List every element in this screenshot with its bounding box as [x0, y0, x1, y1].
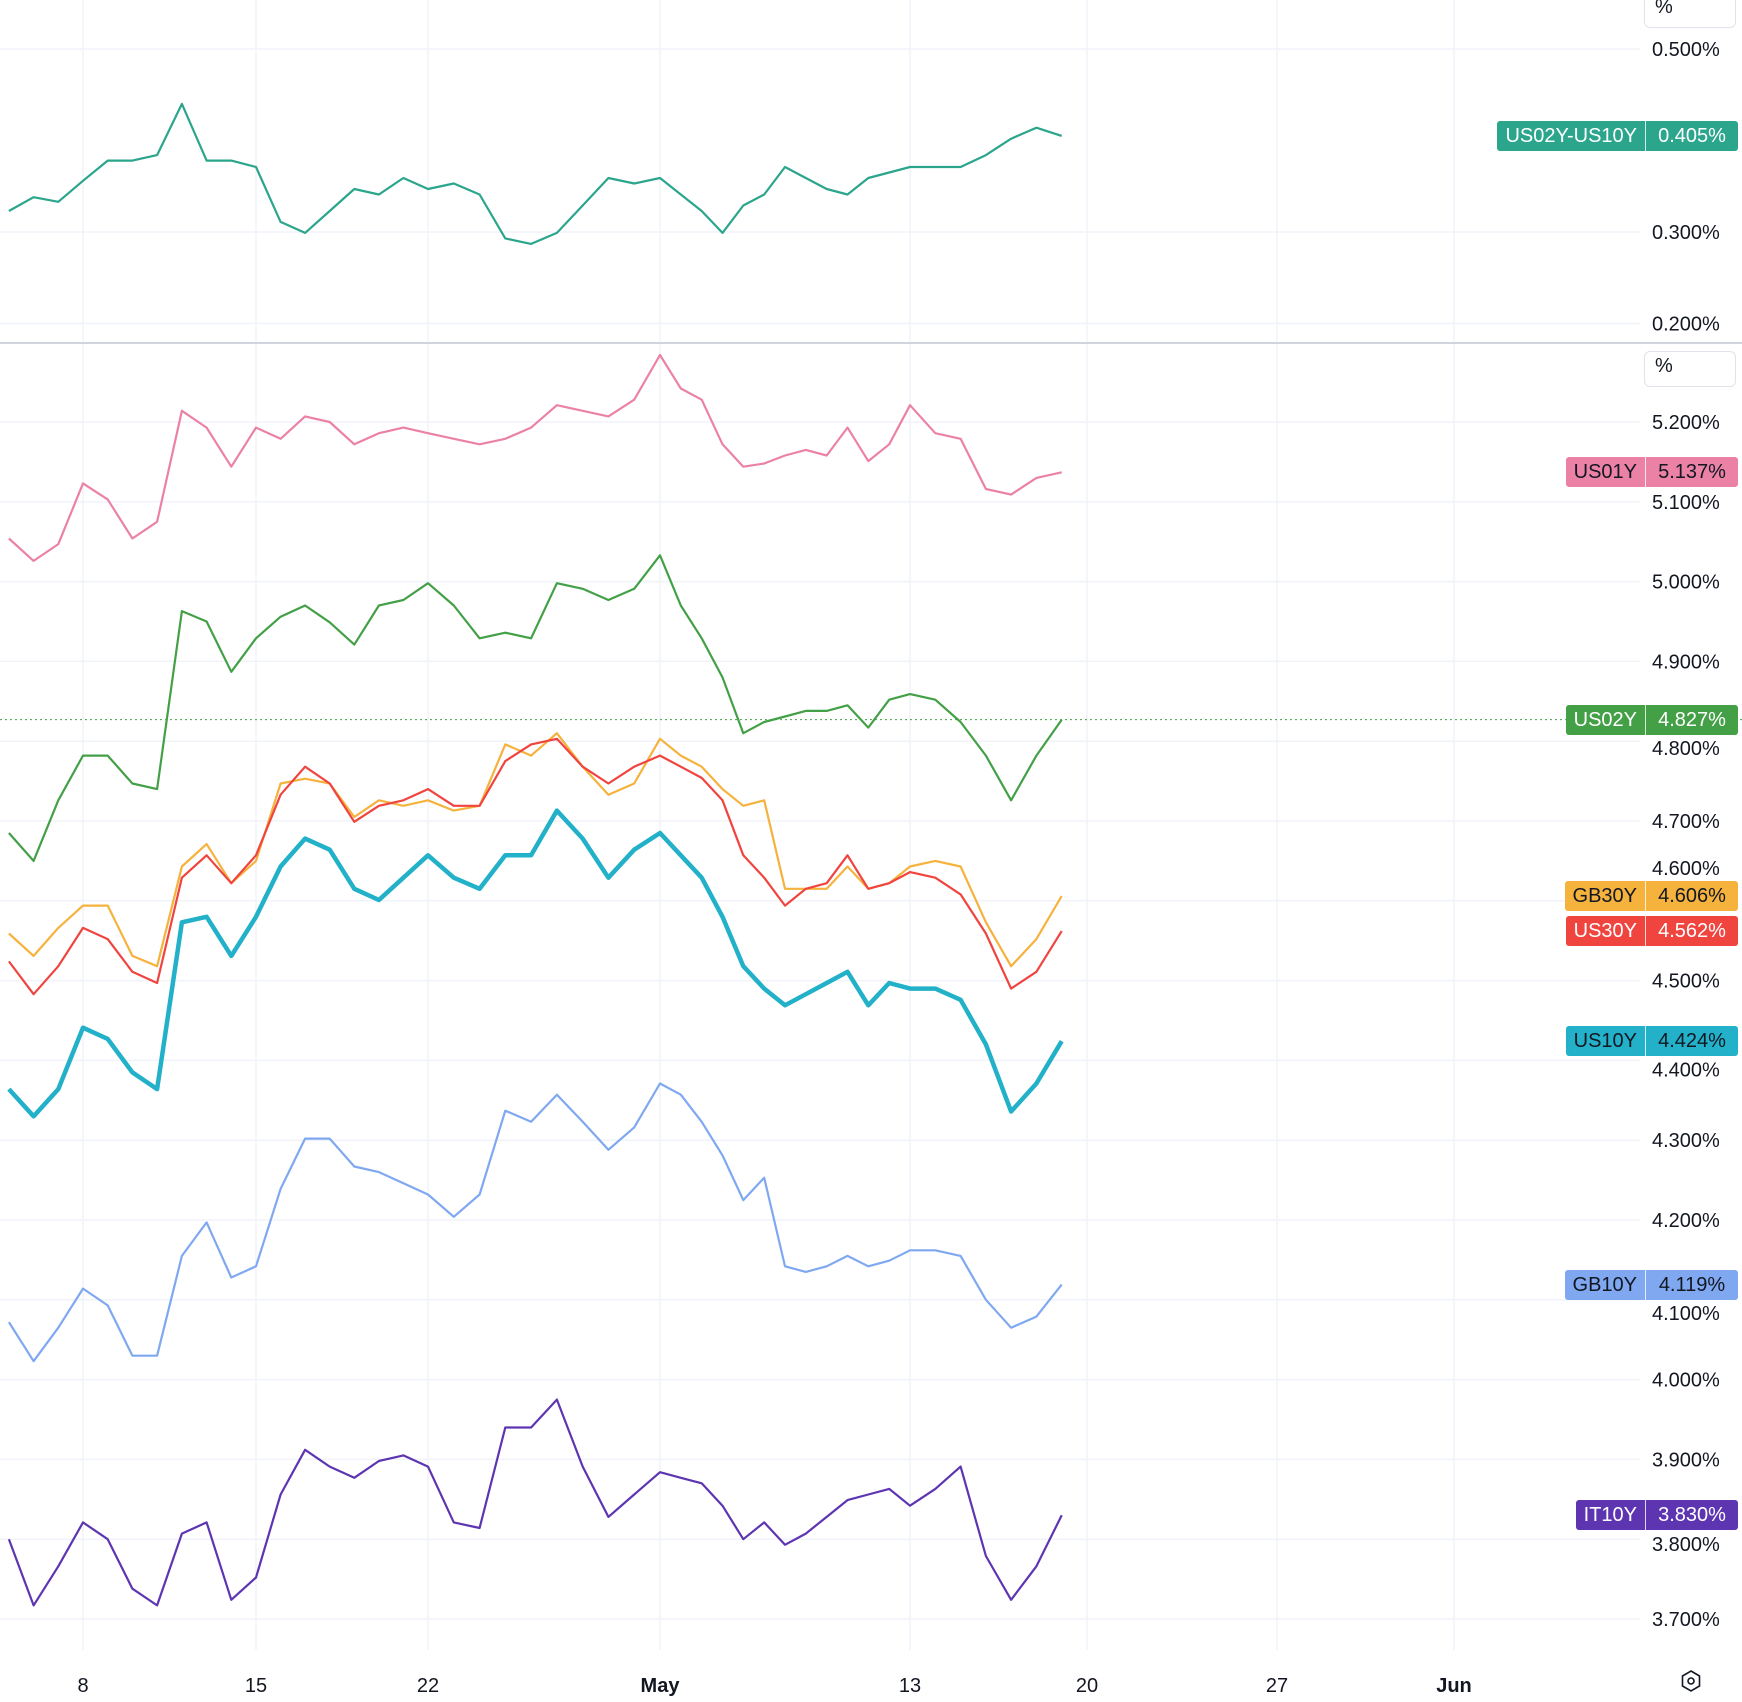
bottom-pane-unit-box[interactable]: % [1644, 351, 1736, 387]
series-line-us01y[interactable] [8, 353, 1062, 563]
top-pane-unit-box[interactable]: % [1644, 0, 1736, 28]
y-tick-label: 4.400% [1652, 1059, 1720, 1081]
y-tick-label: 0.200% [1652, 314, 1720, 336]
price-badge-gb10y[interactable]: GB10Y 4.119% [1564, 1269, 1738, 1300]
y-tick-label: 3.800% [1652, 1534, 1720, 1556]
badge-value: 4.562% [1658, 920, 1726, 943]
time-axis[interactable]: 8 15 22 May 13 20 27 Jun [77, 1675, 1471, 1697]
badge-symbol: US30Y [1566, 916, 1646, 947]
badge-value: 4.119% [1658, 1273, 1726, 1296]
x-tick-label: 13 [899, 1675, 921, 1697]
x-tick-label: 20 [1076, 1675, 1098, 1697]
badge-value: 4.827% [1658, 708, 1726, 731]
y-tick-label: 0.300% [1652, 222, 1720, 244]
badge-symbol: GB30Y [1565, 881, 1646, 911]
badge-value: 0.405% [1658, 124, 1726, 147]
x-tick-label: 15 [245, 1675, 267, 1697]
x-tick-label: 27 [1266, 1675, 1288, 1697]
badge-symbol: GB10Y [1565, 1269, 1646, 1300]
series-line-us30y[interactable] [8, 737, 1063, 996]
series-line-us02y-us10y[interactable] [8, 102, 1063, 245]
price-badge-us30y[interactable]: US30Y 4.562% [1565, 916, 1738, 947]
y-tick-label: 3.700% [1652, 1609, 1720, 1631]
y-tick-label: 5.200% [1652, 412, 1720, 434]
x-tick-label: 8 [77, 1675, 88, 1697]
series-line-gb10y[interactable] [7, 1082, 1063, 1363]
badge-value: 4.424% [1658, 1030, 1726, 1053]
y-tick-label: 4.000% [1652, 1370, 1720, 1392]
y-tick-label: 4.100% [1652, 1303, 1720, 1325]
price-badge-it10y[interactable]: IT10Y 3.830% [1575, 1500, 1738, 1531]
price-badge-gb30y[interactable]: GB30Y 4.606% [1564, 881, 1738, 911]
price-badge-us10y[interactable]: US10Y 4.424% [1565, 1026, 1738, 1057]
y-tick-label: 4.900% [1652, 651, 1720, 673]
badge-symbol: US02Y [1566, 704, 1646, 735]
y-tick-label: 4.500% [1652, 971, 1720, 993]
series-line-us02y[interactable] [8, 554, 1063, 863]
x-tick-label: 22 [417, 1675, 439, 1697]
y-tick-label: 4.200% [1652, 1210, 1720, 1232]
gear-icon[interactable] [1680, 1670, 1702, 1692]
y-tick-label: 3.900% [1652, 1449, 1720, 1471]
series-line-it10y[interactable] [7, 1398, 1063, 1607]
price-axis[interactable]: 0.500% 0.300% 0.200% 5.200% 5.100% 5.000% 4.90… [1652, 39, 1720, 1631]
grid [0, 0, 1640, 1650]
price-badge-us02y-us10y[interactable]: US02Y-US10Y 0.405% [1497, 120, 1738, 151]
badge-value: 5.137% [1658, 461, 1726, 484]
series-line-us10y[interactable] [7, 808, 1064, 1119]
badge-symbol: IT10Y [1576, 1500, 1646, 1531]
badge-value: 3.830% [1658, 1504, 1726, 1527]
y-tick-label: 4.700% [1652, 811, 1720, 833]
y-tick-label: 5.000% [1652, 572, 1720, 594]
price-badge-us02y[interactable]: US02Y 4.827% [1565, 704, 1738, 735]
y-tick-label: 4.800% [1652, 738, 1720, 760]
y-tick-label: 5.100% [1652, 492, 1720, 514]
series-lines [0, 102, 1742, 1607]
y-tick-label: 0.500% [1652, 39, 1720, 61]
x-tick-label: Jun [1436, 1675, 1472, 1697]
price-badge-us01y[interactable]: US01Y 5.137% [1565, 457, 1738, 488]
badge-value: 4.606% [1658, 885, 1726, 907]
badge-symbol: US02Y-US10Y [1497, 120, 1646, 151]
badge-symbol: US01Y [1566, 457, 1646, 488]
badge-symbol: US10Y [1566, 1026, 1646, 1057]
y-tick-label: 4.600% [1652, 858, 1720, 880]
x-tick-label: May [641, 1675, 681, 1697]
y-tick-label: 4.300% [1652, 1130, 1720, 1152]
